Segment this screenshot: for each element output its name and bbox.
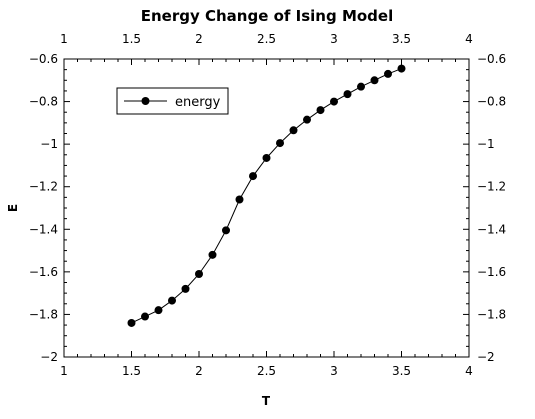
energy-data-point (262, 153, 271, 162)
energy-data-point (154, 306, 163, 315)
y-tick-label-right: −2 (477, 350, 495, 364)
x-tick-label: 2.5 (257, 364, 276, 378)
legend-label-energy: energy (175, 95, 221, 110)
energy-data-point (384, 69, 392, 78)
x-tick-label: 4 (465, 364, 473, 378)
x-tick-label-top: 1.5 (122, 32, 141, 46)
y-tick-label: −1 (40, 137, 58, 151)
energy-data-point (289, 126, 298, 135)
x-tick-label: 1.5 (122, 364, 141, 378)
energy-data-point (330, 97, 338, 106)
x-tick-label-top: 2 (195, 32, 203, 46)
energy-data-point (370, 76, 379, 85)
energy-data-point (208, 250, 217, 259)
energy-data-point (127, 318, 136, 327)
y-tick-label-right: −1 (477, 137, 495, 151)
energy-series (127, 64, 406, 327)
legend-marker-sample (141, 97, 150, 105)
y-tick-label: −1.4 (29, 222, 58, 236)
y-tick-label-right: −1.8 (477, 307, 506, 321)
axis-tick-labels: 1 1 1.5 1.5 2 2 2.5 2.5 3 3 3.5 3.5 4 4 −0.6 −0.6 −0.8 −0… (29, 32, 506, 378)
x-tick-label: 3.5 (392, 364, 411, 378)
x-tick-label-top: 3.5 (392, 32, 411, 46)
x-tick-label-top: 2.5 (257, 32, 276, 46)
energy-data-point (195, 269, 203, 278)
energy-data-point (303, 115, 311, 124)
energy-data-point (343, 90, 352, 99)
energy-data-point (276, 139, 284, 148)
y-tick-label-right: −0.8 (477, 95, 506, 109)
energy-data-point (235, 195, 244, 204)
y-tick-label-right: −0.6 (477, 52, 506, 66)
legend: energy (116, 87, 229, 115)
y-tick-label: −0.8 (29, 95, 58, 109)
y-tick-label: −0.6 (29, 52, 58, 66)
x-axis-label: T (262, 394, 271, 408)
x-tick-label: 3 (330, 364, 338, 378)
energy-data-point (357, 82, 365, 91)
y-tick-label: −1.8 (29, 307, 58, 321)
axis-ticks (63, 58, 470, 358)
y-tick-label: −1.6 (29, 265, 58, 279)
energy-data-point (181, 284, 190, 293)
y-tick-label-right: −1.2 (477, 180, 506, 194)
x-tick-label-top: 1 (60, 32, 68, 46)
y-tick-label-right: −1.4 (477, 222, 506, 236)
y-tick-label: −1.2 (29, 180, 58, 194)
y-tick-label: −2 (40, 350, 58, 364)
energy-data-point (397, 64, 406, 73)
x-tick-label: 2 (195, 364, 203, 378)
energy-data-point (222, 226, 230, 235)
x-tick-label-top: 4 (465, 32, 473, 46)
chart-title: Energy Change of Ising Model (141, 7, 393, 25)
y-tick-label-right: −1.6 (477, 265, 506, 279)
y-axis-label: E (6, 204, 20, 212)
energy-data-point (316, 106, 325, 115)
energy-data-point (168, 296, 176, 305)
x-tick-label-top: 3 (330, 32, 338, 46)
legend-box (116, 87, 229, 115)
energy-data-point (249, 172, 257, 181)
x-tick-label: 1 (60, 364, 68, 378)
energy-data-point (141, 312, 149, 321)
